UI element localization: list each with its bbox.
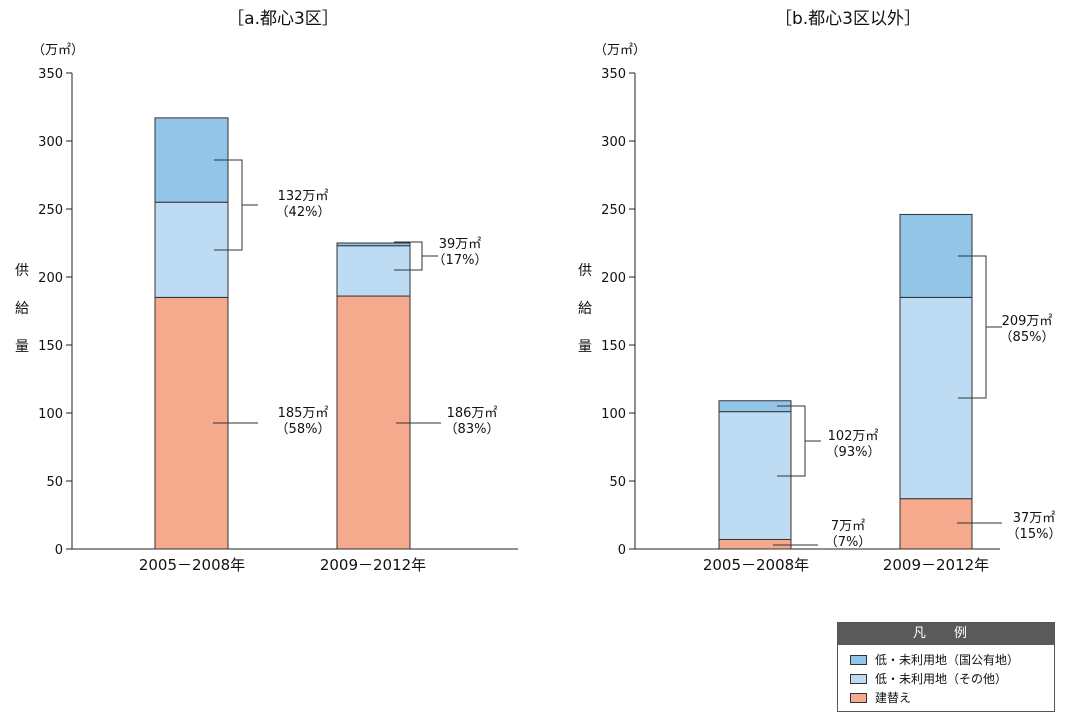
chart-b-annotation-percent: （93%） [826, 445, 881, 460]
chart-b-annotation-value: 102万㎡ [828, 429, 879, 444]
chart-b-y-tick-label: 200 [601, 271, 626, 286]
chart-b-annotation-percent: （15%） [1007, 527, 1062, 542]
chart-a-annotation-value: 186万㎡ [447, 406, 498, 421]
chart-b-annotation-value: 209万㎡ [1002, 314, 1053, 329]
legend-swatch-rebuild [850, 692, 867, 703]
chart-b-category-label: 2009－2012年 [883, 556, 989, 574]
chart-a-category-label: 2009－2012年 [320, 556, 426, 574]
chart-b-ylabel-char: 給 [578, 301, 592, 317]
chart-a-annotation-value: 132万㎡ [278, 189, 329, 204]
chart-a-ylabel-char: 量 [15, 339, 29, 355]
legend-items: 低・未利用地（国公有地） 低・未利用地（その他） 建替え [838, 645, 1054, 707]
chart-a-ylabel-char: 給 [15, 301, 29, 317]
chart-a-y-tick-label: 300 [38, 135, 63, 150]
legend-swatch-state-owned [850, 654, 867, 665]
chart-a-bar-segment [336, 245, 411, 297]
chart-b-y-tick-label: 100 [601, 407, 626, 422]
chart-b-y-tick-label: 300 [601, 135, 626, 150]
chart-b-annotation-percent: （85%） [1000, 330, 1055, 345]
chart-b-bar-segment [899, 498, 973, 550]
chart-b-ylabel-char: 量 [578, 339, 592, 355]
legend-item-state-owned: 低・未利用地（国公有地） [850, 650, 1054, 669]
chart-a-y-tick-label: 150 [38, 339, 63, 354]
legend-title: 凡 例 [838, 623, 1054, 645]
chart-b-unit-label: （万㎡） [594, 43, 646, 58]
chart-a-title: ［a.都心3区］ [227, 9, 339, 29]
chart-a-y-tick-label: 0 [55, 543, 63, 558]
chart-a-annotation-percent: （42%） [276, 205, 331, 220]
chart-b-category-label: 2005－2008年 [703, 556, 809, 574]
chart-b-annotation-value: 37万㎡ [1013, 511, 1056, 526]
chart-b-title: ［b.都心3区以外］ [775, 9, 921, 29]
legend-label-state-owned: 低・未利用地（国公有地） [875, 653, 1020, 667]
chart-a-bar-segment [336, 242, 411, 247]
chart-b-y-tick-label: 350 [601, 67, 626, 82]
chart-b-annotation-value: 7万㎡ [831, 519, 865, 534]
legend-swatch-other [850, 673, 867, 684]
chart-a-y-tick-label: 100 [38, 407, 63, 422]
chart-a-annotation-percent: （83%） [445, 422, 500, 437]
legend: 凡 例 低・未利用地（国公有地） 低・未利用地（その他） 建替え [837, 622, 1055, 712]
chart-b-y-tick-label: 250 [601, 203, 626, 218]
legend-label-rebuild: 建替え [875, 691, 912, 705]
legend-item-rebuild: 建替え [850, 688, 1054, 707]
chart-a-y-tick-label: 250 [38, 203, 63, 218]
chart-a-annotation-percent: （58%） [276, 422, 331, 437]
chart-a-category-label: 2005－2008年 [139, 556, 245, 574]
chart-a-ylabel-char: 供 [15, 263, 29, 279]
chart-b-y-tick-label: 50 [609, 475, 626, 490]
chart-b-bar-segment [718, 538, 792, 550]
chart-a-annotation-value: 39万㎡ [439, 237, 482, 252]
chart-a-y-tick-label: 50 [46, 475, 63, 490]
chart-b-y-tick-label: 150 [601, 339, 626, 354]
chart-a-y-tick-label: 350 [38, 67, 63, 82]
chart-a-annotation-value: 185万㎡ [278, 406, 329, 421]
chart-a-unit-label: （万㎡） [32, 43, 84, 58]
chart-a-annotation-percent: （17%） [433, 253, 488, 268]
chart-b-annotation-percent: （7%） [825, 535, 872, 550]
chart-b-ylabel-char: 供 [578, 263, 592, 279]
legend-label-other: 低・未利用地（その他） [875, 672, 1008, 686]
legend-item-other: 低・未利用地（その他） [850, 669, 1054, 688]
chart-a-y-tick-label: 200 [38, 271, 63, 286]
chart-b-y-tick-label: 0 [618, 543, 626, 558]
